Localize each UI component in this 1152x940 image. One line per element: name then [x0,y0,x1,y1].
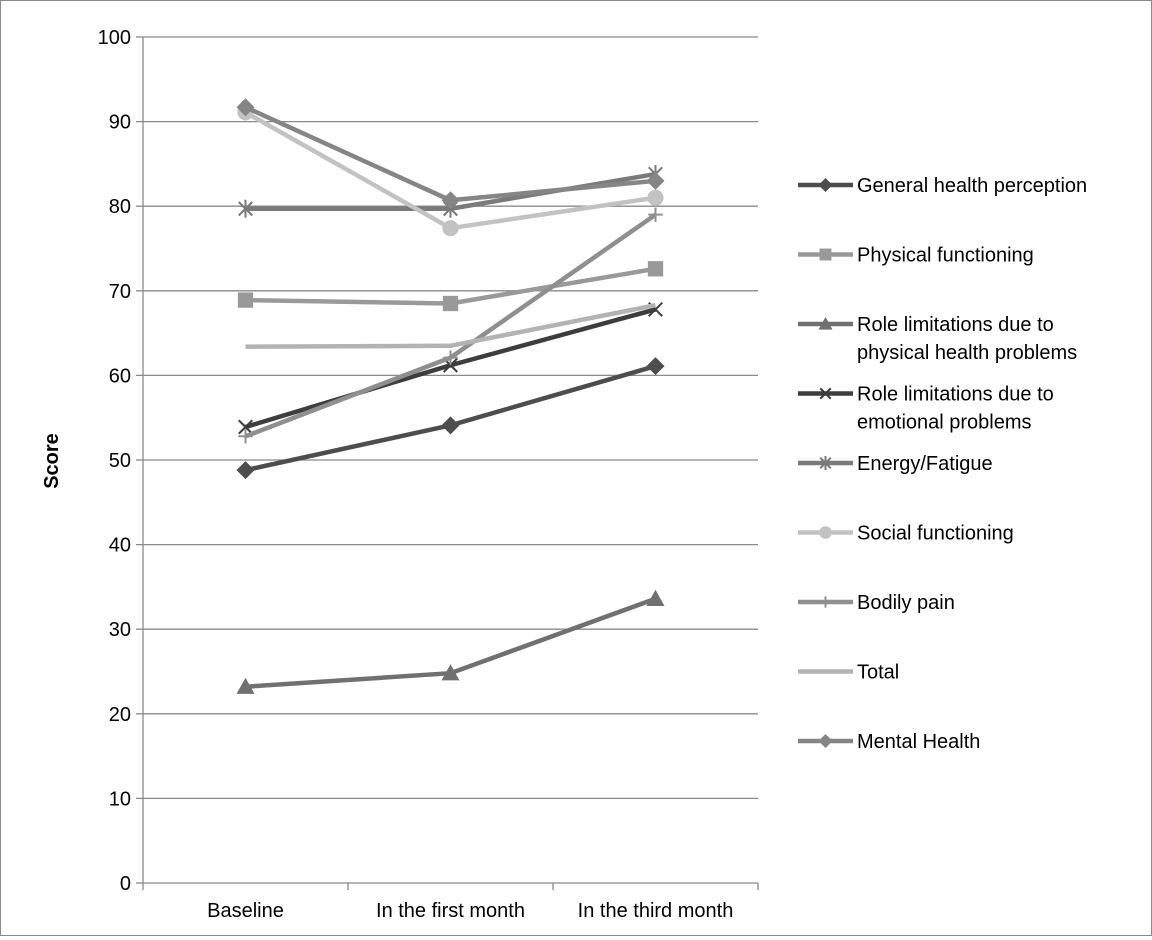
legend-label: Mental Health [857,731,980,753]
y-tick-label: 60 [109,365,131,387]
gridlines [143,36,758,800]
data-point [237,292,254,308]
data-point [648,207,663,222]
legend-label: Total [857,662,899,684]
data-point [441,664,460,681]
legend-label: Energy/Fatigue [857,453,993,475]
y-tick-label: 30 [109,619,131,641]
y-tick-label: 100 [98,27,131,49]
series-bodily-pain [238,207,663,444]
legend-item: Energy/Fatigue [798,453,993,475]
series-lines [236,98,665,694]
data-point [646,589,665,606]
series-physical-functioning [237,261,664,312]
x-tick-label: Baseline [207,900,284,922]
y-tick-label: 90 [109,112,131,134]
data-point [441,191,460,210]
legend-item: Mental Health [798,731,980,753]
legend-label: Physical functioning [857,245,1034,267]
series-mental-health [236,98,665,210]
legend: General health perception Physical functi… [798,175,1087,753]
legend-label: Role limitations due to [857,314,1054,336]
legend-item: Total [798,662,899,684]
data-point [236,461,255,480]
x-tick-label: In the third month [578,900,734,922]
series-line [244,307,657,430]
legend-marker [818,317,833,330]
data-point [647,189,664,206]
data-point [236,677,255,694]
series-total [245,302,656,349]
y-tick-label: 80 [109,196,131,218]
legend-marker [819,596,832,608]
legend-item: Social functioning [798,523,1014,545]
legend-marker [819,248,832,261]
series-line [245,302,656,349]
legend-marker [819,387,832,400]
legend-label: emotional problems [857,412,1032,434]
data-point [647,261,664,277]
y-tick-label: 10 [109,788,131,810]
x-tick-label: In the first month [376,900,525,922]
legend-label: Role limitations due to [857,384,1054,406]
legend-item: Role limitations due to emotional problem… [798,384,1054,434]
series-role-limitations-due-to-physical-health-problems [236,589,665,694]
legend-marker [819,526,832,539]
data-point [442,220,459,237]
legend-item: General health perception [798,175,1087,197]
data-point [646,357,665,376]
data-point [236,98,255,117]
data-point [238,199,253,218]
legend-item: Physical functioning [798,245,1034,267]
legend-label: Bodily pain [857,592,955,614]
legend-label: Social functioning [857,523,1014,545]
legend-label: physical health problems [857,342,1077,364]
legend-item: Role limitations due to physical health p… [798,314,1077,364]
y-tick-label: 70 [109,281,131,303]
data-point [442,295,459,312]
legend-label: General health perception [857,175,1087,197]
y-tick-label: 50 [109,450,131,472]
legend-marker [819,456,832,470]
data-point [443,350,458,365]
series-general-health-perception [236,357,665,480]
legend-item: Bodily pain [798,592,955,614]
legend-marker [818,178,833,192]
y-tick-label: 40 [109,535,131,557]
data-point [441,416,460,435]
data-point [646,171,665,190]
data-point [238,419,253,435]
y-axis-title: Score [41,433,63,489]
axes: 0 10 20 30 40 50 60 70 80 90 100 Baseline In the fir… [98,27,759,922]
data-point [238,429,253,444]
y-tick-label: 20 [109,704,131,726]
legend-marker [818,734,833,748]
y-tick-label: 0 [120,873,131,895]
